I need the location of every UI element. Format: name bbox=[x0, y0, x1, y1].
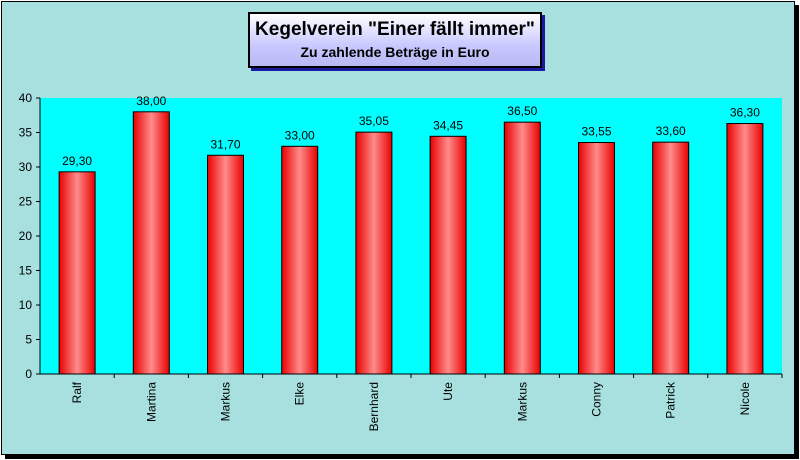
data-labels: 29,30 38,00 31,70 33,00 35,05 34,45 36,50 33,55… bbox=[62, 94, 760, 168]
bar-2 bbox=[132, 111, 170, 375]
y-tick-label: 35 bbox=[19, 126, 33, 140]
x-tick-label-2: Martina bbox=[144, 382, 158, 422]
x-tick-label-4: Elke bbox=[293, 382, 307, 406]
data-label-4: 33,00 bbox=[285, 128, 315, 142]
y-tick-label: 10 bbox=[19, 298, 33, 312]
bar-series bbox=[58, 111, 764, 375]
chart-title: Kegelverein "Einer fällt immer" bbox=[255, 19, 535, 40]
y-tick-label: 20 bbox=[19, 229, 33, 243]
x-tick-label-9: Patrick bbox=[664, 381, 678, 419]
bar-5 bbox=[355, 131, 393, 375]
bar-7 bbox=[503, 121, 541, 375]
x-tick-label-5: Bernhard bbox=[367, 382, 381, 431]
data-label-2: 38,00 bbox=[136, 94, 166, 108]
data-label-5: 35,05 bbox=[359, 114, 389, 128]
x-axis-tick-labels: Ralf Martina Markus Elke Bernhard Ute Markus Co… bbox=[70, 381, 752, 431]
x-tick-label-8: Conny bbox=[590, 382, 604, 417]
bar-6 bbox=[429, 135, 467, 375]
y-tick-label: 30 bbox=[19, 160, 33, 174]
y-tick-label: 0 bbox=[25, 367, 32, 381]
data-label-1: 29,30 bbox=[62, 154, 92, 168]
y-tick-label: 40 bbox=[19, 91, 33, 105]
y-tick-label: 25 bbox=[19, 195, 33, 209]
x-tick-label-3: Markus bbox=[219, 382, 233, 421]
bar-1 bbox=[58, 171, 96, 375]
data-label-3: 31,70 bbox=[210, 137, 240, 151]
axes bbox=[36, 97, 783, 378]
chart-title-box: Kegelverein "Einer fällt immer" Zu zahle… bbox=[248, 12, 542, 68]
bar-9 bbox=[652, 141, 690, 375]
x-tick-label-1: Ralf bbox=[70, 381, 84, 403]
y-tick-label: 15 bbox=[19, 264, 33, 278]
y-tick-label: 5 bbox=[25, 333, 32, 347]
data-label-8: 33,55 bbox=[581, 125, 611, 139]
x-tick-label-6: Ute bbox=[441, 382, 455, 401]
y-axis-tick-labels: 0 5 10 15 20 25 30 35 40 bbox=[19, 91, 33, 381]
data-label-10: 36,30 bbox=[730, 106, 760, 120]
bar-4 bbox=[281, 145, 319, 375]
bar-8 bbox=[578, 142, 615, 375]
chart-subtitle: Zu zahlende Beträge in Euro bbox=[300, 44, 490, 60]
bar-3 bbox=[207, 154, 244, 375]
x-tick-label-10: Nicole bbox=[738, 382, 752, 416]
data-label-7: 36,50 bbox=[507, 104, 537, 118]
data-label-9: 33,60 bbox=[656, 124, 686, 138]
bar-10 bbox=[726, 123, 764, 375]
data-label-6: 34,45 bbox=[433, 118, 463, 132]
x-tick-label-7: Markus bbox=[515, 382, 529, 421]
